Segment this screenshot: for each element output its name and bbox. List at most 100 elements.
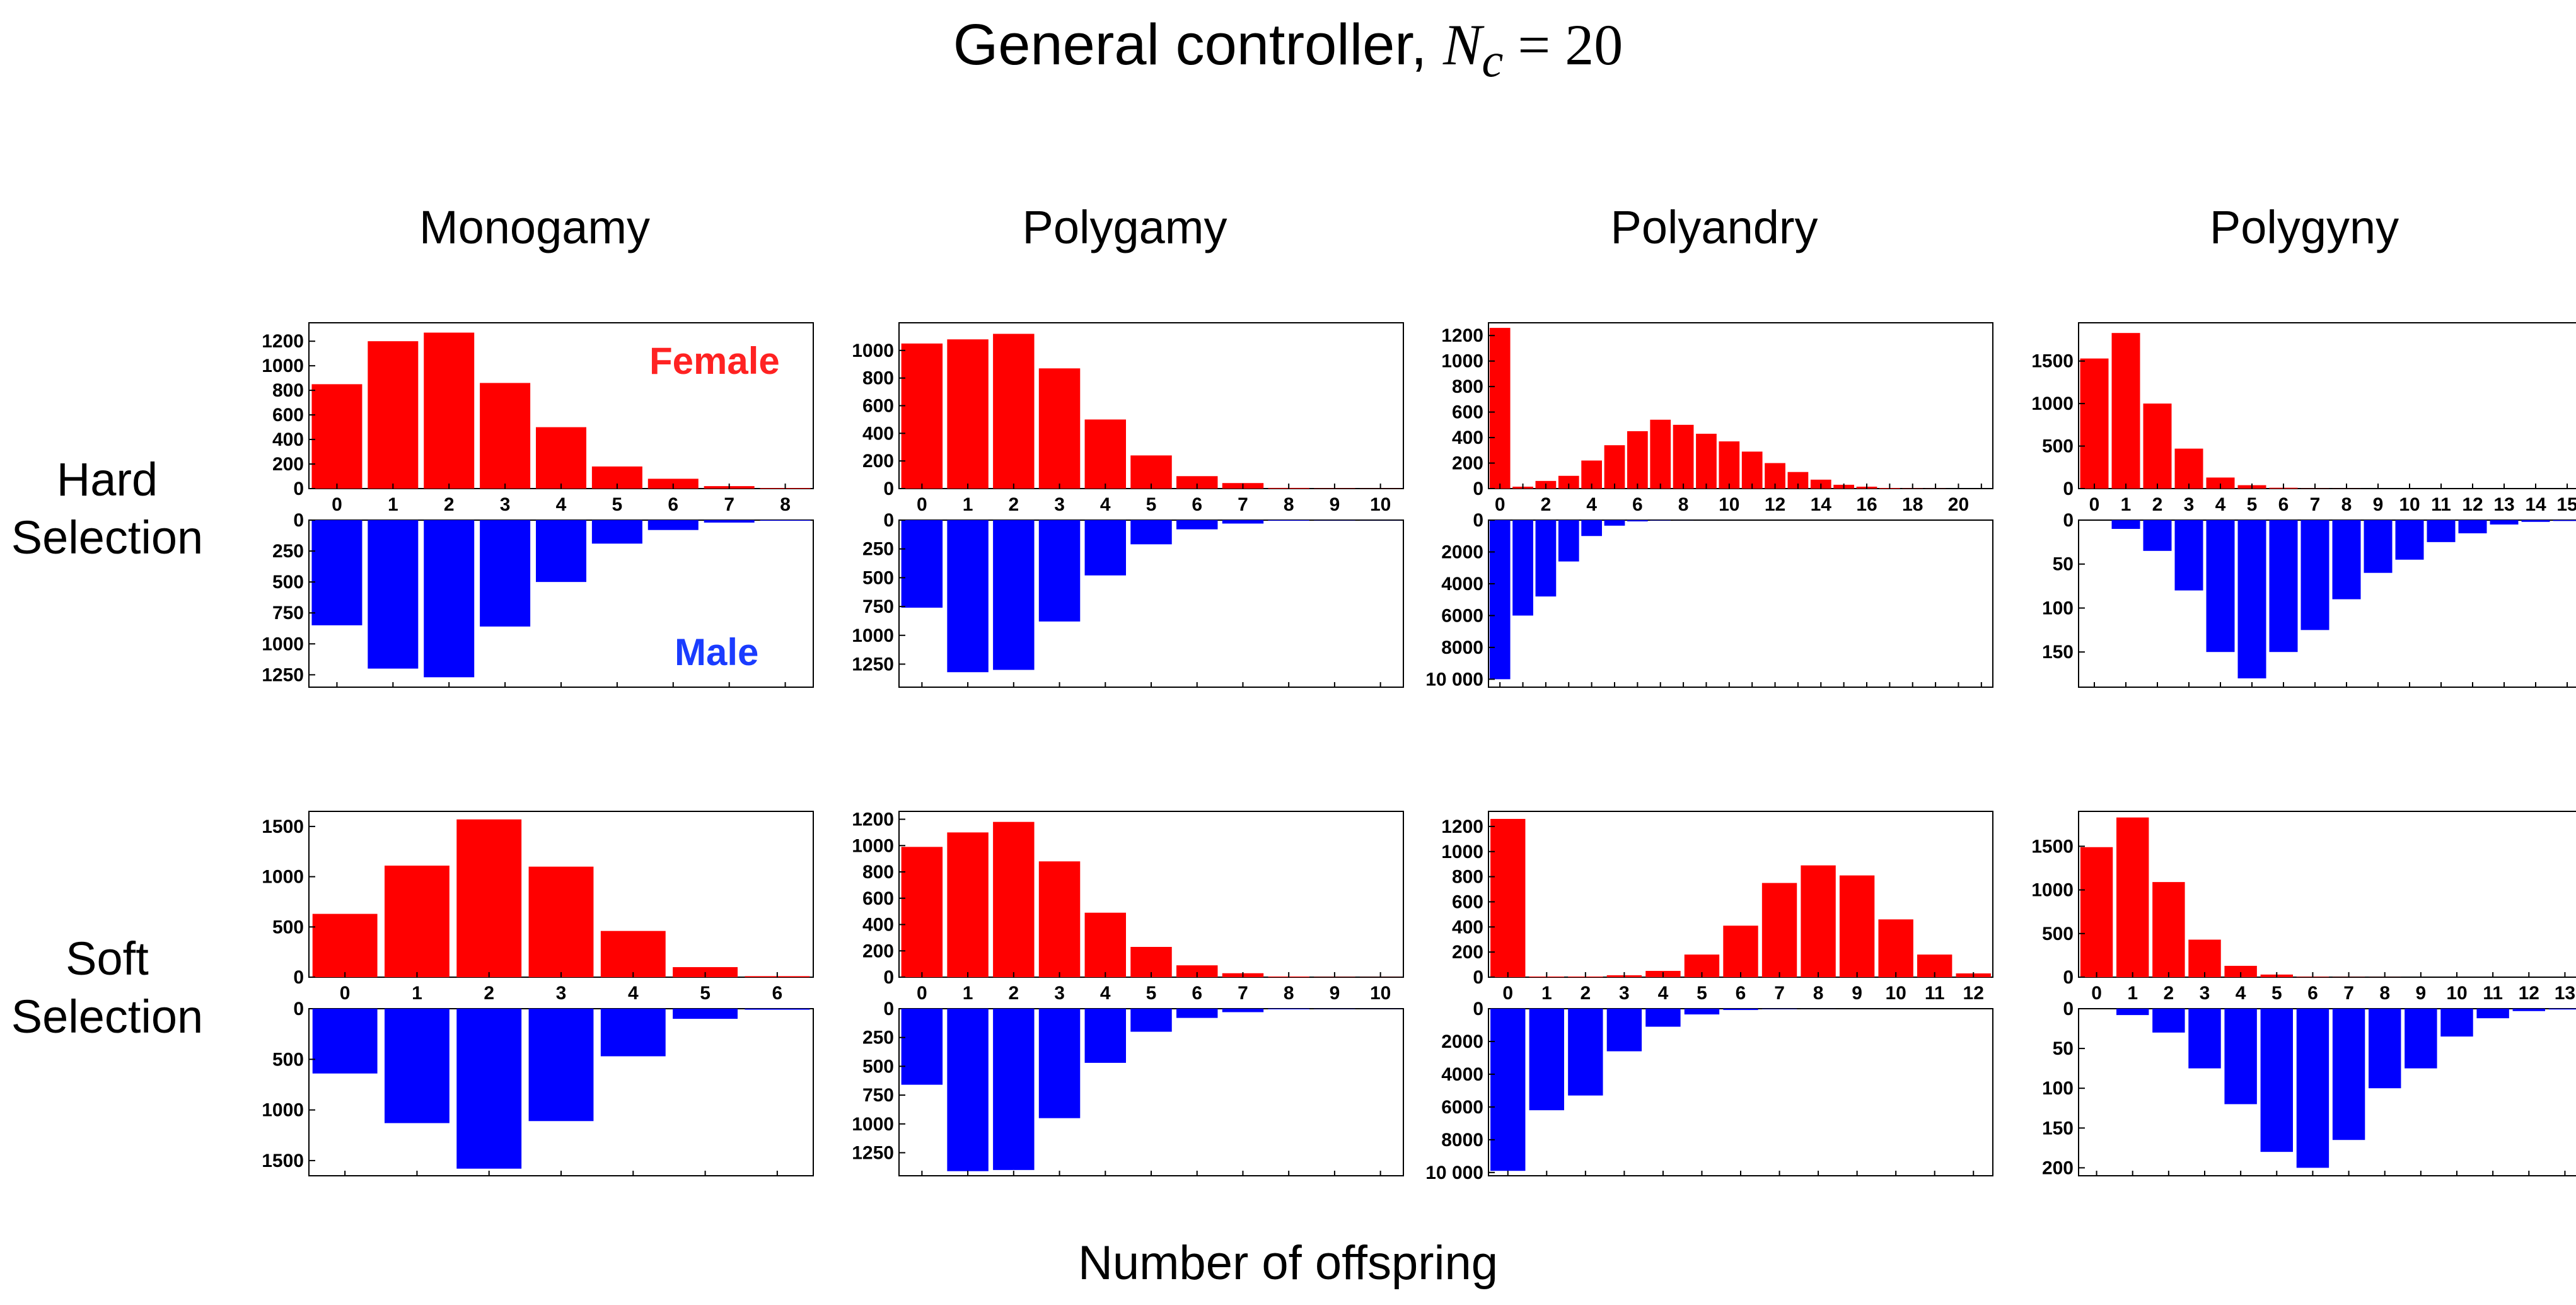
x-tick-label: 11	[1925, 983, 1945, 1004]
female-y-tick-label: 400	[1452, 427, 1483, 448]
male-bar	[2300, 520, 2329, 630]
male-y-tick-label: 1250	[852, 654, 894, 675]
female-bar	[311, 384, 363, 489]
male-bar	[1176, 520, 1218, 530]
female-bar	[1176, 965, 1218, 977]
female-y-tick-label: 1000	[262, 356, 304, 376]
female-y-tick-label: 800	[862, 368, 894, 389]
male-bar	[1084, 520, 1126, 576]
female-bar	[1723, 925, 1758, 977]
female-bar	[2080, 847, 2113, 977]
male-bar	[2512, 1009, 2545, 1011]
column-title-monogamy: Monogamy	[419, 201, 651, 253]
x-tick-label: 6	[1736, 983, 1746, 1004]
x-tick-label: 0	[332, 494, 342, 515]
male-bar	[1490, 1009, 1526, 1171]
female-bar	[1696, 434, 1717, 489]
male-bar	[2237, 520, 2266, 679]
male-bar	[1529, 1009, 1564, 1111]
male-bar	[1512, 520, 1533, 616]
male-y-tick-label: 50	[2053, 554, 2074, 575]
x-tick-label: 8	[2341, 494, 2352, 515]
x-tick-label: 1	[412, 983, 422, 1004]
female-y-tick-label: 1000	[2031, 393, 2074, 414]
x-tick-label: 3	[1054, 494, 1065, 515]
x-tick-label: 8	[780, 494, 791, 515]
female-bar	[1176, 476, 1218, 489]
male-bar	[2332, 520, 2361, 600]
male-bar	[2553, 520, 2576, 521]
x-tick-label: 3	[1619, 983, 1630, 1004]
male-y-tick-label: 0	[883, 999, 894, 1019]
x-tick-label: 7	[2343, 983, 2354, 1004]
female-y-tick-label: 1000	[2031, 880, 2074, 901]
female-y-tick-label: 1000	[262, 867, 304, 888]
x-tick-label: 7	[1238, 494, 1248, 515]
x-tick-label: 4	[1100, 494, 1111, 515]
male-y-tick-label: 150	[2042, 642, 2074, 663]
male-y-tick-label: 50	[2053, 1038, 2074, 1059]
male-bar	[2206, 520, 2235, 652]
x-tick-label: 8	[1813, 983, 1824, 1004]
male-bar	[2296, 1009, 2329, 1168]
x-tick-label: 0	[917, 983, 927, 1004]
male-bar	[480, 520, 531, 627]
male-y-tick-label: 8000	[1441, 637, 1483, 658]
male-bar	[673, 1009, 738, 1019]
male-bar	[1222, 520, 1264, 524]
x-tick-label: 11	[2483, 983, 2503, 1004]
male-y-tick-label: 250	[862, 539, 894, 560]
male-bar	[1627, 520, 1648, 522]
female-bar	[1761, 883, 1797, 977]
female-plot-frame	[2078, 322, 2576, 489]
male-bar	[1684, 1009, 1720, 1015]
male-y-tick-label: 1500	[262, 1151, 304, 1171]
x-tick-label: 16	[1856, 494, 1877, 515]
male-bar	[1606, 1009, 1642, 1052]
male-y-tick-label: 250	[272, 541, 304, 562]
x-tick-label: 3	[1054, 983, 1065, 1004]
female-y-tick-label: 1500	[2031, 836, 2074, 857]
x-tick-label: 4	[556, 494, 567, 515]
male-y-tick-label: 2000	[1441, 1031, 1483, 1052]
female-y-tick-label: 1200	[1441, 325, 1483, 346]
panel-soft-polyandry: 0 1 2 3 4 5 6 7 8 9 10 11 12020040060080010001200200…	[1425, 811, 1993, 1183]
male-bar	[2458, 520, 2487, 533]
female-bar	[456, 819, 522, 977]
male-bar	[947, 520, 989, 673]
male-bar	[1568, 1009, 1603, 1096]
female-y-tick-label: 0	[1473, 478, 1483, 499]
male-y-tick-label: 0	[2063, 999, 2074, 1019]
x-tick-label: 4	[1586, 494, 1597, 515]
x-tick-label: 6	[1632, 494, 1643, 515]
x-tick-label: 1	[963, 494, 973, 515]
female-y-tick-label: 0	[2063, 478, 2074, 499]
male-bar	[2369, 1009, 2401, 1089]
male-bar	[2332, 1009, 2365, 1140]
male-y-tick-label: 750	[862, 596, 894, 617]
male-bar	[1038, 1009, 1081, 1118]
legend-male: Male	[675, 631, 759, 673]
x-tick-label: 8	[1678, 494, 1689, 515]
x-tick-label: 5	[1697, 983, 1707, 1004]
male-bar	[745, 1009, 810, 1010]
x-tick-label: 5	[2247, 494, 2258, 515]
x-tick-label: 9	[1852, 983, 1862, 1004]
x-tick-label: 8	[1284, 983, 1294, 1004]
female-bar	[1038, 861, 1081, 977]
column-title-polygamy: Polygamy	[1022, 201, 1227, 253]
x-axis-label: Number of offspring	[1077, 1236, 1499, 1290]
column-title-polyandry: Polyandry	[1610, 201, 1818, 253]
female-bar	[368, 341, 419, 489]
female-bar	[993, 821, 1035, 977]
x-tick-label: 10	[1370, 494, 1391, 515]
female-y-tick-label: 0	[293, 967, 304, 988]
male-y-tick-label: 1250	[262, 664, 304, 685]
male-bar	[600, 1009, 666, 1057]
male-bar	[528, 1009, 594, 1122]
x-tick-label: 8	[2379, 983, 2390, 1004]
x-tick-label: 20	[1948, 494, 1969, 515]
male-bar	[1268, 520, 1309, 521]
female-bar	[528, 866, 594, 977]
female-bar	[947, 339, 989, 489]
